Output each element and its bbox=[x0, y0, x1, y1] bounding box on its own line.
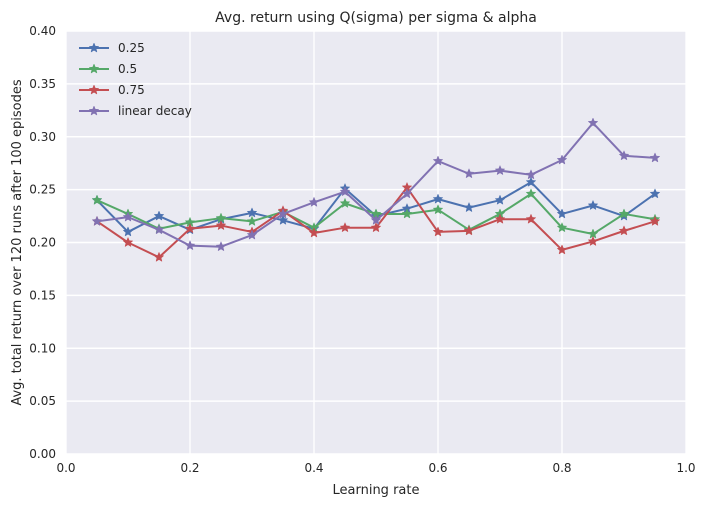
legend-item: 0.25 bbox=[79, 41, 145, 55]
data-point bbox=[339, 186, 351, 197]
data-point bbox=[246, 207, 258, 218]
legend-item: 0.5 bbox=[79, 62, 137, 76]
data-point bbox=[432, 226, 444, 237]
data-point bbox=[556, 244, 568, 255]
x-tick-label: 0.4 bbox=[304, 461, 323, 475]
data-point bbox=[432, 204, 444, 215]
data-point bbox=[246, 215, 258, 226]
data-point bbox=[463, 225, 475, 236]
x-tick-label: 1.0 bbox=[676, 461, 695, 475]
legend-marker bbox=[88, 42, 100, 53]
y-tick-label: 0.25 bbox=[29, 183, 56, 197]
data-point bbox=[649, 188, 661, 199]
data-point bbox=[432, 155, 444, 166]
x-tick-label: 0.2 bbox=[180, 461, 199, 475]
tick-labels: 0.0 0.2 0.4 0.6 0.8 1.0 0.00 0.05 0.10 0.15 0.20 0.… bbox=[29, 24, 695, 475]
data-point bbox=[463, 168, 475, 179]
data-point bbox=[122, 211, 134, 222]
y-tick-label: 0.05 bbox=[29, 394, 56, 408]
data-point bbox=[277, 208, 289, 219]
legend-label: 0.5 bbox=[118, 62, 137, 76]
series-0_75 bbox=[91, 181, 661, 262]
legend-label: linear decay bbox=[118, 104, 192, 118]
data-point bbox=[587, 117, 599, 128]
data-point bbox=[339, 197, 351, 208]
data-point bbox=[184, 223, 196, 234]
data-point bbox=[91, 194, 103, 205]
legend-item: 0.75 bbox=[79, 83, 145, 97]
data-point bbox=[618, 208, 630, 219]
data-point bbox=[525, 213, 537, 224]
data-point bbox=[618, 150, 630, 161]
data-point bbox=[463, 201, 475, 213]
data-point bbox=[401, 208, 413, 219]
data-point bbox=[556, 208, 568, 219]
data-point bbox=[649, 152, 661, 163]
legend-marker bbox=[88, 63, 100, 74]
data-point bbox=[308, 196, 320, 207]
data-point bbox=[153, 210, 165, 221]
data-point bbox=[122, 226, 134, 237]
data-point bbox=[556, 222, 568, 233]
data-point bbox=[494, 213, 506, 224]
data-point bbox=[494, 164, 506, 176]
legend-label: 0.75 bbox=[118, 83, 145, 97]
y-tick-label: 0.10 bbox=[29, 341, 56, 355]
data-point bbox=[370, 214, 382, 225]
x-axis-label: Learning rate bbox=[333, 483, 420, 498]
y-tick-label: 0.35 bbox=[29, 77, 56, 91]
x-tick-label: 0.0 bbox=[56, 461, 75, 475]
y-axis-label: Avg. total return over 120 runs after 10… bbox=[10, 79, 25, 406]
legend: 0.25 0.5 0.75 linear decay bbox=[79, 41, 192, 118]
data-point bbox=[91, 215, 103, 226]
grid-lines bbox=[65, 30, 687, 455]
data-point bbox=[153, 224, 165, 235]
data-point bbox=[153, 251, 165, 262]
chart-title: Avg. return using Q(sigma) per sigma & a… bbox=[215, 10, 537, 26]
legend-marker bbox=[88, 84, 100, 95]
data-point bbox=[432, 193, 444, 204]
data-point bbox=[587, 199, 599, 211]
y-tick-label: 0.00 bbox=[29, 447, 56, 461]
data-point bbox=[122, 236, 134, 248]
y-tick-label: 0.30 bbox=[29, 130, 56, 144]
legend-marker bbox=[88, 105, 100, 116]
data-point bbox=[587, 235, 599, 247]
data-point bbox=[246, 229, 258, 240]
data-point bbox=[184, 240, 196, 251]
x-tick-label: 0.8 bbox=[552, 461, 571, 475]
data-point bbox=[215, 219, 227, 231]
data-point bbox=[339, 222, 351, 233]
y-tick-label: 0.15 bbox=[29, 288, 56, 302]
x-tick-label: 0.6 bbox=[428, 461, 447, 475]
y-tick-label: 0.20 bbox=[29, 236, 56, 250]
data-point bbox=[525, 176, 537, 187]
series-group bbox=[91, 117, 661, 262]
data-point bbox=[215, 241, 227, 252]
legend-label: 0.25 bbox=[118, 41, 145, 55]
data-point bbox=[401, 188, 413, 199]
data-point bbox=[494, 194, 506, 205]
legend-item: linear decay bbox=[79, 104, 192, 118]
data-point bbox=[308, 227, 320, 238]
data-point bbox=[618, 225, 630, 236]
y-tick-label: 0.40 bbox=[29, 24, 56, 38]
data-point bbox=[525, 188, 537, 199]
data-point bbox=[277, 214, 289, 225]
data-point bbox=[370, 222, 382, 233]
data-point bbox=[556, 154, 568, 165]
data-point bbox=[649, 215, 661, 226]
data-point bbox=[525, 169, 537, 180]
series-linear-decay bbox=[91, 117, 661, 252]
